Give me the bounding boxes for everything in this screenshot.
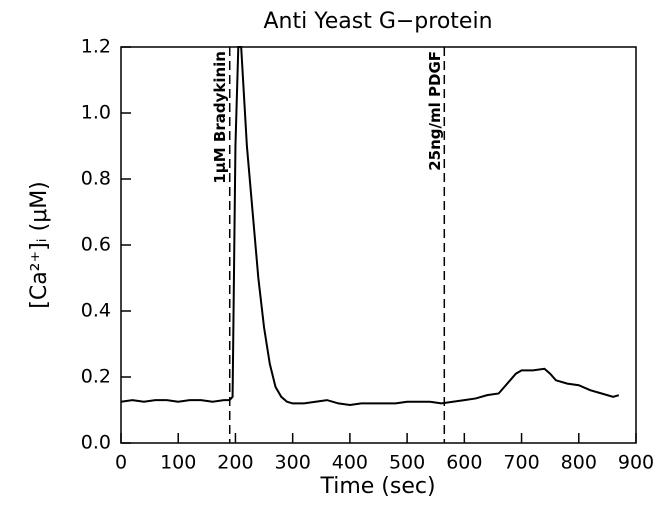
- y-tick-label: 1.0: [81, 102, 111, 124]
- y-tick-label: 0.2: [81, 366, 111, 388]
- y-tick-label: 0.0: [81, 432, 111, 454]
- x-axis-label: Time (sec): [319, 474, 435, 499]
- y-tick-label: 0.6: [81, 234, 111, 256]
- x-tick-label: 500: [389, 452, 425, 474]
- x-tick-label: 0: [115, 452, 127, 474]
- x-tick-label: 400: [332, 452, 368, 474]
- plot-frame: [120, 46, 637, 444]
- y-axis-label: [Ca²⁺]ᵢ (μM): [27, 181, 52, 309]
- data-line: [120, 46, 620, 407]
- y-tick-label: 0.4: [81, 300, 111, 322]
- chart-title: Anti Yeast G−protein: [263, 9, 492, 34]
- x-tick-label: 100: [160, 452, 196, 474]
- x-tick-label: 800: [561, 452, 597, 474]
- x-tick-label: 600: [446, 452, 482, 474]
- annotation-label: 1μM Bradykinin: [211, 51, 229, 184]
- x-tick-label: 300: [275, 452, 311, 474]
- annotation-label: 25ng/ml PDGF: [426, 51, 444, 171]
- y-tick-label: 1.2: [81, 36, 111, 58]
- y-tick-label: 0.8: [81, 168, 111, 190]
- x-tick-label: 700: [503, 452, 539, 474]
- x-tick-label: 200: [217, 452, 253, 474]
- x-tick-label: 900: [618, 452, 654, 474]
